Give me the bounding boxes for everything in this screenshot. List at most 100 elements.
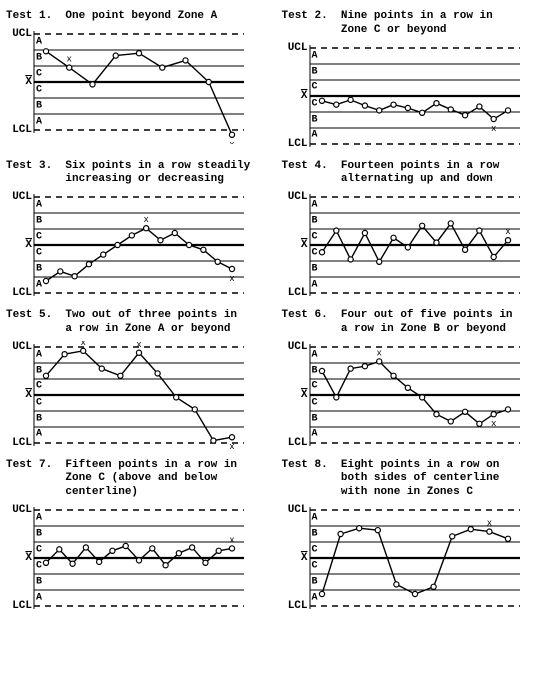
data-point	[405, 385, 410, 390]
violation-mark: x	[143, 215, 148, 225]
data-point	[136, 558, 141, 563]
data-point	[333, 394, 338, 399]
data-point	[433, 100, 438, 105]
data-point	[491, 411, 496, 416]
control-chart: UCLXLCLABCCBAx	[282, 504, 532, 614]
data-point	[433, 240, 438, 245]
data-point	[136, 50, 141, 55]
data-point	[491, 254, 496, 259]
test-panel-4: Test 4. Fourteen points in a row alterna…	[282, 160, 532, 302]
data-line	[322, 528, 508, 594]
data-point	[390, 102, 395, 107]
data-point	[215, 259, 220, 264]
data-point	[229, 546, 234, 551]
data-point	[319, 591, 324, 596]
data-point	[183, 58, 188, 63]
data-point	[201, 247, 206, 252]
data-point	[229, 132, 234, 137]
violation-mark: x	[486, 518, 491, 528]
data-point	[150, 546, 155, 551]
data-point	[43, 48, 48, 53]
data-point	[192, 406, 197, 411]
test-title: Test 7. Fifteen points in a row in Zone …	[6, 459, 256, 500]
data-point	[362, 363, 367, 368]
data-point	[229, 434, 234, 439]
data-point	[405, 245, 410, 250]
data-point	[376, 259, 381, 264]
control-chart: UCLXLCLABCCBAx	[282, 42, 532, 152]
test-title: Test 5. Two out of three points in a row…	[6, 309, 256, 337]
data-point	[356, 525, 361, 530]
data-point	[419, 394, 424, 399]
data-point	[43, 278, 48, 283]
violation-mark: x	[67, 54, 72, 64]
data-point	[505, 536, 510, 541]
test-panel-7: Test 7. Fifteen points in a row in Zone …	[6, 459, 256, 614]
data-point	[462, 409, 467, 414]
data-point	[203, 560, 208, 565]
data-point	[462, 247, 467, 252]
data-point	[505, 238, 510, 243]
data-point	[99, 366, 104, 371]
data-point	[144, 226, 149, 231]
chart-svg: xx	[282, 341, 524, 457]
chart-svg: x	[282, 42, 524, 158]
violation-mark: x	[505, 227, 510, 237]
violation-mark: x	[80, 341, 85, 348]
test-title: Test 1. One point beyond Zone A	[6, 10, 256, 24]
data-point	[67, 65, 72, 70]
data-point	[412, 591, 417, 596]
data-point	[419, 110, 424, 115]
data-point	[390, 235, 395, 240]
test-panel-2: Test 2. Nine points in a row in Zone C o…	[282, 10, 532, 152]
data-point	[155, 370, 160, 375]
data-point	[431, 584, 436, 589]
data-point	[476, 421, 481, 426]
data-point	[186, 242, 191, 247]
data-point	[348, 366, 353, 371]
chart-svg: x	[6, 504, 248, 620]
chart-svg: xx	[6, 28, 248, 144]
data-point	[81, 348, 86, 353]
violation-mark: x	[229, 442, 234, 452]
control-chart: UCLXLCLABCCBAxx	[282, 341, 532, 451]
data-point	[448, 221, 453, 226]
data-point	[468, 526, 473, 531]
data-point	[206, 79, 211, 84]
violation-mark: x	[490, 124, 495, 134]
data-point	[375, 527, 380, 532]
data-point	[505, 406, 510, 411]
violation-mark: x	[229, 140, 234, 144]
data-point	[319, 368, 324, 373]
control-chart: UCLXLCLABCCBAxx	[6, 28, 256, 138]
violation-mark: x	[136, 341, 141, 350]
test-panel-5: Test 5. Two out of three points in a row…	[6, 309, 256, 451]
data-point	[433, 411, 438, 416]
data-point	[123, 543, 128, 548]
data-point	[163, 562, 168, 567]
test-panel-8: Test 8. Eight points in a row on both si…	[282, 459, 532, 614]
data-point	[211, 438, 216, 443]
data-point	[62, 351, 67, 356]
data-point	[362, 230, 367, 235]
data-point	[476, 228, 481, 233]
data-point	[43, 373, 48, 378]
violation-mark: x	[229, 535, 234, 545]
data-point	[110, 548, 115, 553]
data-point	[376, 358, 381, 363]
data-point	[83, 545, 88, 550]
data-point	[129, 233, 134, 238]
data-point	[118, 373, 123, 378]
data-point	[376, 107, 381, 112]
data-point	[72, 274, 77, 279]
data-point	[362, 103, 367, 108]
data-point	[70, 561, 75, 566]
data-point	[58, 269, 63, 274]
chart-svg: xx	[6, 191, 248, 307]
test-title: Test 8. Eight points in a row on both si…	[282, 459, 532, 500]
data-point	[419, 223, 424, 228]
data-point	[348, 257, 353, 262]
data-point	[319, 250, 324, 255]
data-point	[448, 106, 453, 111]
data-point	[338, 531, 343, 536]
